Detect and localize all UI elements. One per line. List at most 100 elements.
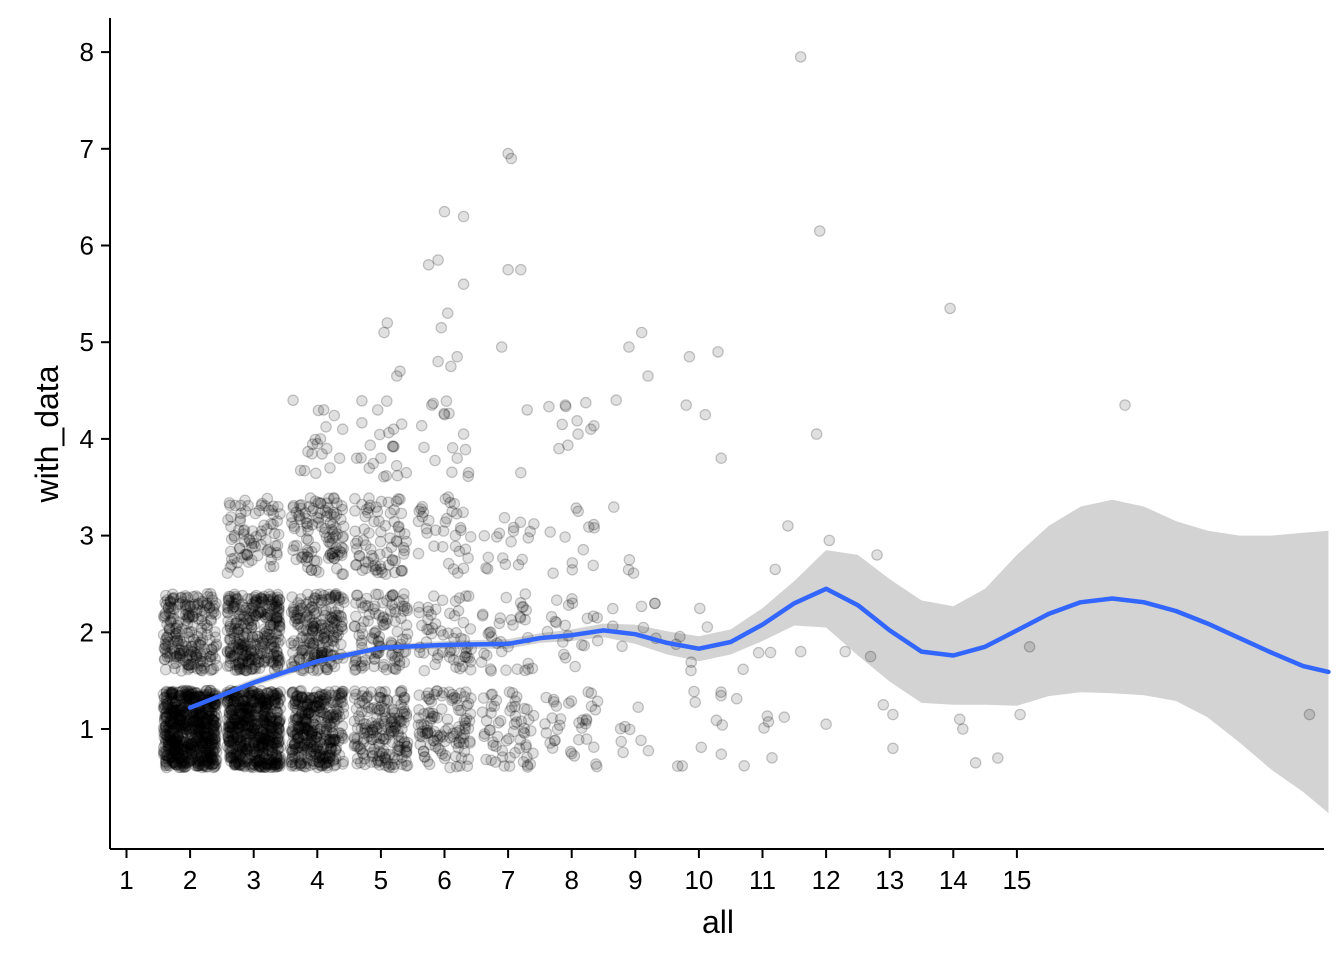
data-point xyxy=(203,735,215,748)
data-point xyxy=(161,730,174,742)
data-point xyxy=(607,501,620,513)
data-point xyxy=(195,639,207,651)
data-point xyxy=(169,722,182,735)
data-point xyxy=(160,735,172,748)
data-point xyxy=(514,263,527,276)
data-point xyxy=(204,710,216,723)
data-point xyxy=(233,660,246,673)
data-point xyxy=(462,470,474,483)
data-point xyxy=(457,278,470,290)
data-point xyxy=(378,732,390,745)
data-point xyxy=(168,706,181,719)
data-point xyxy=(179,761,191,773)
data-point xyxy=(427,590,440,602)
data-point xyxy=(378,326,390,339)
data-point xyxy=(195,749,208,761)
data-point xyxy=(683,350,696,363)
data-point xyxy=(168,705,180,717)
data-point xyxy=(1119,399,1131,411)
data-point xyxy=(225,511,237,523)
data-point xyxy=(198,758,210,771)
data-point xyxy=(448,497,461,510)
data-point xyxy=(207,746,219,759)
data-point xyxy=(674,630,686,643)
data-point xyxy=(336,423,349,435)
data-point xyxy=(202,746,215,759)
data-point xyxy=(172,730,184,743)
data-point xyxy=(553,442,565,455)
data-point xyxy=(159,711,171,723)
data-point xyxy=(227,604,240,617)
data-point xyxy=(172,686,184,699)
data-point xyxy=(428,710,441,723)
data-point xyxy=(307,620,320,633)
data-point xyxy=(181,757,193,769)
data-point xyxy=(689,696,701,708)
data-point xyxy=(210,699,223,711)
data-point xyxy=(175,703,187,716)
x-tick-label: 1 xyxy=(119,865,133,895)
data-point xyxy=(189,731,202,743)
data-point xyxy=(175,724,188,736)
x-axis-ticks: 1 2 3 4 5 6 7 8 9 10 11 12 13 14 15 xyxy=(119,849,1031,895)
data-point xyxy=(201,713,214,725)
data-point xyxy=(166,757,179,769)
data-point xyxy=(400,760,413,772)
data-point xyxy=(182,690,194,702)
data-point xyxy=(173,734,186,747)
data-point xyxy=(414,730,426,743)
y-tick-label: 1 xyxy=(80,714,94,744)
data-point xyxy=(200,749,213,761)
data-point xyxy=(168,745,181,757)
data-point xyxy=(172,744,185,757)
data-point xyxy=(164,720,176,732)
data-point xyxy=(178,706,191,718)
data-point xyxy=(181,708,193,720)
data-point xyxy=(207,761,220,774)
data-point xyxy=(165,752,178,764)
data-point xyxy=(699,408,712,421)
data-point xyxy=(248,651,260,663)
data-point xyxy=(200,721,212,734)
data-point xyxy=(169,732,181,745)
data-point xyxy=(397,593,410,606)
data-point xyxy=(186,687,199,700)
data-point xyxy=(293,737,306,749)
data-point xyxy=(333,452,346,464)
data-point xyxy=(191,748,204,761)
data-point xyxy=(196,754,208,767)
data-point xyxy=(514,516,527,529)
data-point xyxy=(169,739,181,751)
data-point xyxy=(177,759,190,772)
data-point xyxy=(204,734,217,747)
data-point xyxy=(680,399,692,411)
data-point xyxy=(527,709,540,722)
data-point xyxy=(616,640,628,653)
data-point xyxy=(175,720,187,733)
data-point xyxy=(317,604,329,616)
data-point xyxy=(177,684,189,697)
data-point xyxy=(164,724,177,737)
x-tick-label: 2 xyxy=(183,865,197,895)
data-point xyxy=(180,720,193,733)
data-point xyxy=(179,712,192,724)
data-point xyxy=(179,686,191,698)
data-point xyxy=(168,706,181,718)
data-point xyxy=(166,750,179,763)
data-point xyxy=(313,751,326,764)
data-point xyxy=(177,761,189,773)
data-point xyxy=(207,727,220,739)
x-tick-label: 7 xyxy=(501,865,515,895)
data-point xyxy=(377,596,389,609)
y-axis-ticks: 1 2 3 4 5 6 7 8 xyxy=(80,37,110,744)
x-tick-label: 14 xyxy=(939,865,968,895)
data-point xyxy=(167,756,180,768)
data-point xyxy=(159,708,172,721)
data-point xyxy=(172,747,184,759)
data-point xyxy=(181,723,193,736)
data-point xyxy=(635,734,647,747)
data-point xyxy=(514,596,527,609)
data-point xyxy=(208,732,221,745)
data-point xyxy=(189,744,201,757)
data-point xyxy=(224,561,236,573)
